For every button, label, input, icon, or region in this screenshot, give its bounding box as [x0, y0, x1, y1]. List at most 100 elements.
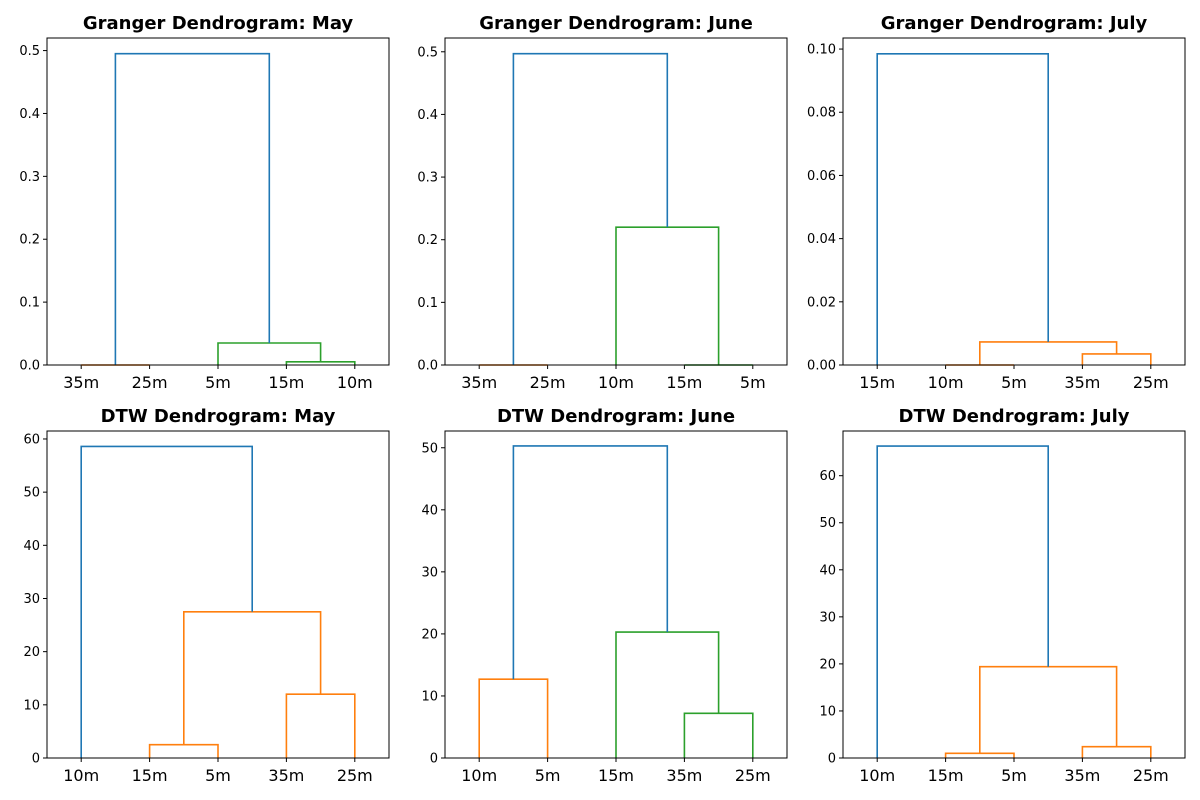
leaf-label: 25m — [337, 766, 373, 785]
y-tick-label: 0.5 — [417, 45, 438, 60]
dendrogram-link — [183, 610, 322, 745]
y-tick-label: 60 — [23, 432, 40, 447]
y-tick-label: 0.0 — [19, 359, 40, 374]
leaf-label: 10m — [461, 766, 497, 785]
leaf-label: 10m — [859, 766, 895, 785]
y-tick-label: 0.06 — [807, 169, 836, 184]
leaf-label: 35m — [1064, 766, 1100, 785]
leaf-label: 35m — [63, 373, 99, 392]
dendrogram-link — [114, 52, 271, 365]
dendrogram-link — [1081, 353, 1152, 365]
leaf-label: 10m — [598, 373, 634, 392]
leaf-label: 25m — [1133, 766, 1169, 785]
leaf-label: 5m — [205, 373, 231, 392]
leaf-label: 35m — [1064, 373, 1100, 392]
chart-title: Granger Dendrogram: July — [881, 13, 1148, 34]
y-tick-label: 50 — [819, 516, 836, 531]
y-tick-label: 30 — [421, 565, 438, 580]
dendrogram-link — [1081, 745, 1152, 758]
y-tick-label: 0.2 — [417, 233, 438, 248]
leaf-label: 5m — [740, 373, 766, 392]
y-tick-label: 0.4 — [417, 108, 438, 123]
y-tick-label: 50 — [421, 441, 438, 456]
chart-title: Granger Dendrogram: May — [83, 13, 354, 34]
dendrogram-panel: Granger Dendrogram: July 0.00 0.02 0.04 0.06… — [807, 13, 1186, 392]
dendrogram-link — [512, 445, 669, 680]
leaf-label: 5m — [535, 766, 561, 785]
dendrogram-panel: DTW Dendrogram: June 0 10 20 30 40 50 10m 5m 15m 3… — [421, 406, 788, 785]
y-tick-label: 50 — [23, 486, 40, 501]
axes-frame — [842, 37, 1186, 366]
leaf-label: 35m — [461, 373, 497, 392]
chart-title: DTW Dendrogram: July — [899, 406, 1130, 427]
axes-frame — [444, 37, 788, 366]
leaf-label: 15m — [666, 373, 702, 392]
y-tick-label: 0.02 — [807, 295, 836, 310]
dendrogram-link — [615, 631, 720, 758]
leaf-label: 15m — [132, 766, 168, 785]
y-tick-label: 0.2 — [19, 233, 40, 248]
leaf-label: 10m — [928, 373, 964, 392]
y-tick-label: 0 — [828, 752, 836, 767]
leaf-label: 10m — [337, 373, 373, 392]
chart-title: Granger Dendrogram: June — [479, 13, 753, 34]
dendrogram-link — [285, 361, 356, 365]
leaf-label: 35m — [666, 766, 702, 785]
chart-title: DTW Dendrogram: June — [497, 406, 735, 427]
y-tick-label: 0.10 — [807, 43, 836, 58]
leaf-label: 5m — [1001, 766, 1027, 785]
y-tick-label: 40 — [23, 539, 40, 554]
y-tick-label: 30 — [819, 610, 836, 625]
dendrogram-link — [876, 445, 1049, 758]
leaf-label: 25m — [132, 373, 168, 392]
chart-title: DTW Dendrogram: May — [101, 406, 336, 427]
dendrogram-link — [478, 678, 549, 758]
leaf-label: 25m — [735, 766, 771, 785]
dendrogram-link — [979, 665, 1118, 754]
y-tick-label: 0.00 — [807, 359, 836, 374]
y-tick-label: 0.5 — [19, 44, 40, 59]
dendrogram-link — [80, 445, 253, 758]
y-tick-label: 0.1 — [417, 296, 438, 311]
dendrogram-link — [876, 52, 1049, 365]
dendrogram-link — [683, 712, 754, 758]
y-tick-label: 0.3 — [417, 171, 438, 186]
leaf-label: 5m — [1001, 373, 1027, 392]
y-tick-label: 0.1 — [19, 296, 40, 311]
y-tick-label: 0.08 — [807, 106, 836, 121]
axes-frame — [46, 430, 390, 759]
leaf-label: 15m — [598, 766, 634, 785]
dendrogram-link — [148, 743, 219, 758]
axes-frame — [842, 430, 1186, 759]
dendrogram-panel: DTW Dendrogram: May 0 10 20 30 40 50 60 10m 15m 5m… — [23, 406, 390, 785]
leaf-label: 5m — [205, 766, 231, 785]
leaf-label: 25m — [530, 373, 566, 392]
y-tick-label: 0 — [32, 752, 40, 767]
y-tick-label: 0.04 — [807, 232, 836, 247]
y-tick-label: 10 — [421, 689, 438, 704]
y-tick-label: 40 — [819, 563, 836, 578]
dendrogram-panel: Granger Dendrogram: May 0.0 0.1 0.2 0.3 0.4 0.… — [19, 13, 390, 392]
y-tick-label: 0 — [430, 752, 438, 767]
dendrogram-link — [285, 693, 356, 758]
dendrogram-link — [944, 752, 1015, 758]
leaf-label: 25m — [1133, 373, 1169, 392]
dendrogram-link — [512, 52, 669, 365]
dendrogram-link — [615, 226, 720, 365]
leaf-label: 35m — [268, 766, 304, 785]
y-tick-label: 0.4 — [19, 107, 40, 122]
leaf-label: 15m — [268, 373, 304, 392]
y-tick-label: 30 — [23, 592, 40, 607]
y-tick-label: 20 — [23, 645, 40, 660]
axes-frame — [444, 430, 788, 759]
axes-frame — [46, 37, 390, 366]
leaf-label: 10m — [63, 766, 99, 785]
y-tick-label: 40 — [421, 503, 438, 518]
y-tick-label: 20 — [421, 627, 438, 642]
leaf-label: 15m — [859, 373, 895, 392]
dendrogram-panel: DTW Dendrogram: July 0 10 20 30 40 50 60 10m 15m 5… — [819, 406, 1186, 785]
y-tick-label: 60 — [819, 469, 836, 484]
dendrogram-panel: Granger Dendrogram: June 0.0 0.1 0.2 0.3 0.4 0… — [417, 13, 788, 392]
y-tick-label: 0.0 — [417, 359, 438, 374]
